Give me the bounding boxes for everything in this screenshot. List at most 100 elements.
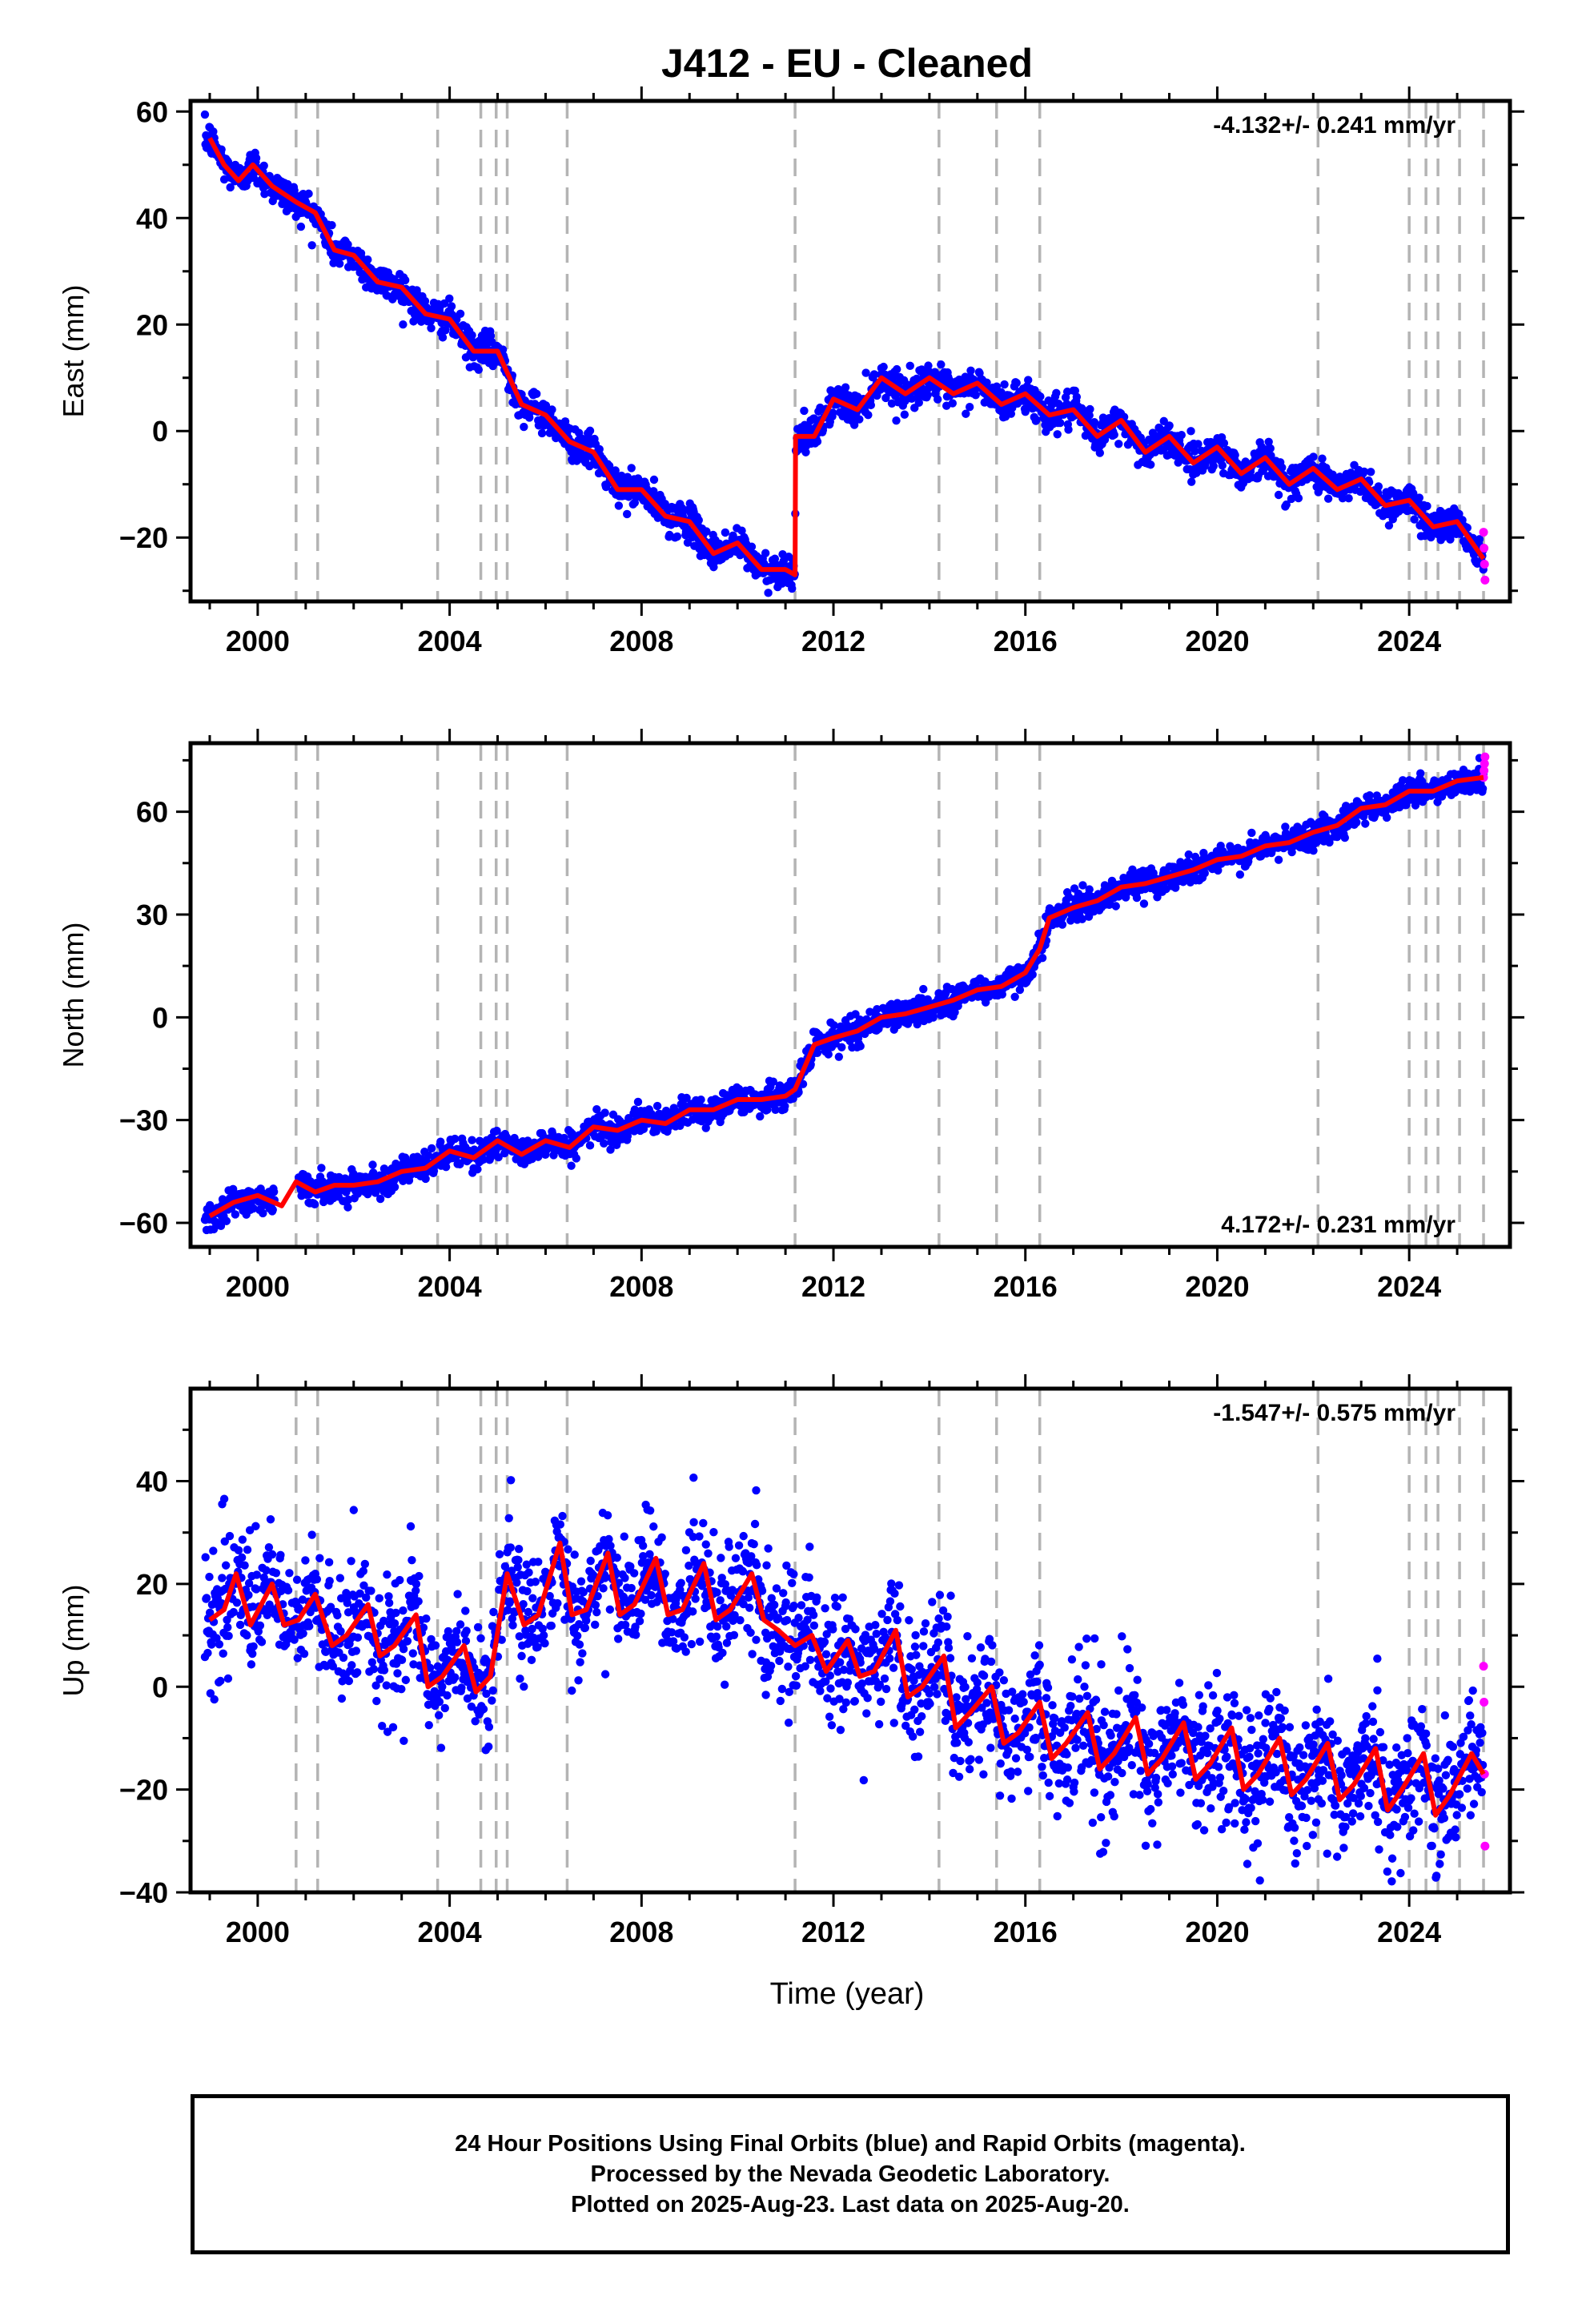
final-orbit-point (627, 464, 636, 472)
final-orbit-point (1344, 494, 1353, 503)
final-orbit-point (343, 240, 352, 249)
final-orbit-point (1407, 777, 1416, 786)
final-orbit-point (1264, 437, 1273, 447)
final-orbit-point (1209, 461, 1218, 471)
final-orbit-point (375, 1194, 385, 1204)
final-orbit-point (1384, 521, 1394, 530)
final-orbit-point (1110, 430, 1118, 440)
final-orbit-point (267, 1550, 277, 1559)
x-tick-label: 2004 (418, 625, 482, 657)
final-orbit-point (1132, 893, 1142, 903)
final-orbit-point (600, 1108, 609, 1117)
final-orbit-point (971, 391, 980, 400)
final-orbit-point (240, 1561, 249, 1570)
final-orbit-point (1281, 822, 1290, 831)
final-orbit-point (492, 1126, 501, 1136)
final-orbit-point (441, 326, 450, 335)
x-tick-label: 2020 (1185, 625, 1249, 657)
final-orbit-point (399, 320, 408, 329)
final-orbit-point (861, 368, 870, 377)
final-orbit-point (1282, 500, 1291, 509)
final-orbit-point (1398, 776, 1407, 785)
final-orbit-point (1078, 915, 1086, 923)
final-orbit-point (520, 422, 528, 432)
final-orbit-point (210, 1695, 219, 1704)
rate-label: 4.172+/- 0.231 mm/yr (1221, 1212, 1456, 1238)
x-tick-label: 2008 (609, 625, 673, 657)
final-orbit-point (1114, 440, 1123, 448)
final-orbit-point (201, 1553, 210, 1562)
final-orbit-point (856, 1042, 865, 1051)
y-tick-label: 30 (136, 899, 168, 931)
x-tick-label: 2004 (418, 1270, 482, 1303)
final-orbit-point (622, 509, 632, 519)
final-orbit-point (1309, 452, 1318, 461)
final-orbit-point (498, 345, 508, 354)
final-orbit-point (456, 1160, 464, 1169)
final-orbit-point (257, 1638, 267, 1647)
y-tick-label: 0 (152, 1001, 168, 1034)
final-orbit-point (247, 1660, 256, 1669)
y-tick-label: −20 (119, 521, 168, 554)
final-orbit-point (1352, 818, 1361, 827)
final-orbit-point (243, 1630, 251, 1640)
y-axis-label: East (mm) (57, 285, 90, 418)
final-orbit-point (1365, 791, 1375, 800)
final-orbit-point (307, 241, 316, 250)
final-orbit-point (237, 1553, 247, 1562)
final-orbit-point (1053, 430, 1062, 439)
final-orbit-point (209, 1546, 218, 1555)
final-orbit-point (1153, 893, 1162, 902)
final-orbit-point (1247, 828, 1256, 838)
final-orbit-point (221, 1561, 231, 1570)
final-orbit-point (933, 395, 942, 404)
final-orbit-point (266, 1515, 275, 1524)
final-orbit-point (913, 1019, 921, 1029)
final-orbit-point (235, 1620, 245, 1630)
final-orbit-point (249, 1642, 258, 1651)
final-orbit-point (965, 402, 974, 412)
final-orbit-point (255, 1621, 265, 1630)
final-orbit-point (248, 1602, 258, 1611)
final-orbit-point (1382, 813, 1391, 822)
final-orbit-point (697, 1095, 705, 1104)
final-orbit-point (473, 1164, 482, 1174)
final-orbit-point (907, 394, 916, 404)
final-orbit-point (259, 161, 268, 171)
final-orbit-point (1274, 855, 1283, 864)
final-orbit-point (982, 378, 991, 388)
final-orbit-point (216, 1221, 226, 1231)
final-orbit-point (585, 1141, 595, 1150)
final-orbit-point (684, 526, 693, 536)
final-orbit-point (709, 562, 718, 572)
final-orbit-point (271, 1569, 281, 1578)
x-tick-label: 2000 (226, 625, 290, 657)
final-orbit-point (975, 368, 984, 378)
final-orbit-point (251, 1585, 261, 1594)
final-orbit-point (468, 1136, 476, 1144)
final-orbit-point (800, 406, 809, 416)
plot-frame (188, 99, 1512, 604)
x-tick-label: 2008 (609, 1270, 673, 1303)
final-orbit-point (567, 1161, 576, 1170)
final-orbit-point (1038, 953, 1047, 963)
final-orbit-point (892, 364, 901, 374)
final-orbit-point (1278, 463, 1287, 472)
y-tick-label: 60 (136, 95, 168, 128)
final-orbit-point (1415, 493, 1424, 502)
final-orbit-point (202, 1594, 211, 1602)
final-orbit-point (661, 500, 669, 509)
final-orbit-point (216, 1676, 225, 1686)
final-orbit-point (1219, 439, 1229, 448)
final-orbit-point (1086, 404, 1094, 414)
rapid-orbit-point (1480, 759, 1489, 769)
plot-area (200, 1389, 1490, 1892)
final-orbit-point (548, 405, 556, 414)
final-orbit-point (694, 516, 703, 525)
final-orbit-point (285, 1569, 294, 1578)
final-orbit-point (468, 331, 476, 340)
final-orbit-point (1139, 899, 1149, 908)
y-tick-label: 60 (136, 796, 168, 829)
final-orbit-point (1343, 822, 1352, 830)
final-orbit-point (824, 1050, 833, 1059)
